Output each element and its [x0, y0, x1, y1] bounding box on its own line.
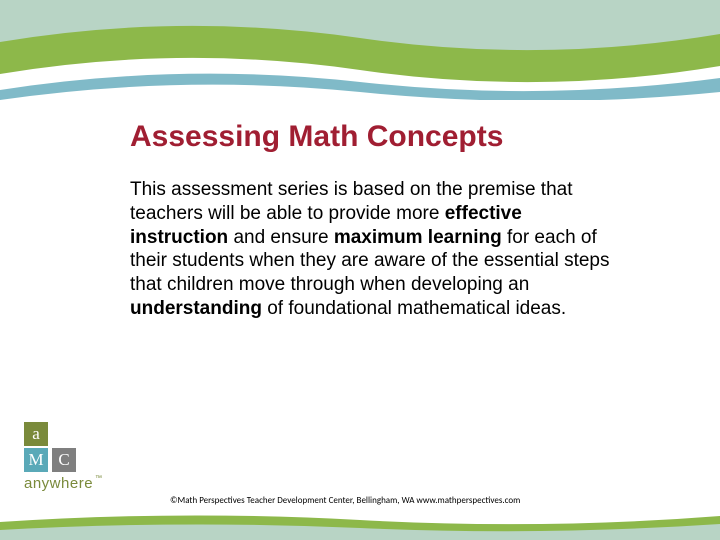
footer-copyright: ©Math Perspectives Teacher Development C… — [170, 495, 520, 506]
amc-anywhere-logo: a M C anywhere™ — [24, 422, 103, 492]
logo-tile-row-1: a — [24, 422, 103, 446]
header-wave-graphic — [0, 0, 720, 100]
logo-tile-m: M — [24, 448, 48, 472]
logo-tile-a: a — [24, 422, 48, 446]
slide-content: Assessing Math Concepts This assessment … — [130, 120, 610, 321]
logo-tm: ™ — [95, 475, 103, 482]
logo-wordmark: anywhere™ — [24, 475, 103, 492]
logo-tile-row-2: M C — [24, 448, 103, 472]
footer-wave-graphic — [0, 510, 720, 540]
slide-title: Assessing Math Concepts — [130, 120, 610, 154]
logo-tile-c: C — [52, 448, 76, 472]
slide-body: This assessment series is based on the p… — [130, 178, 610, 321]
logo-word-text: anywhere — [24, 475, 93, 492]
